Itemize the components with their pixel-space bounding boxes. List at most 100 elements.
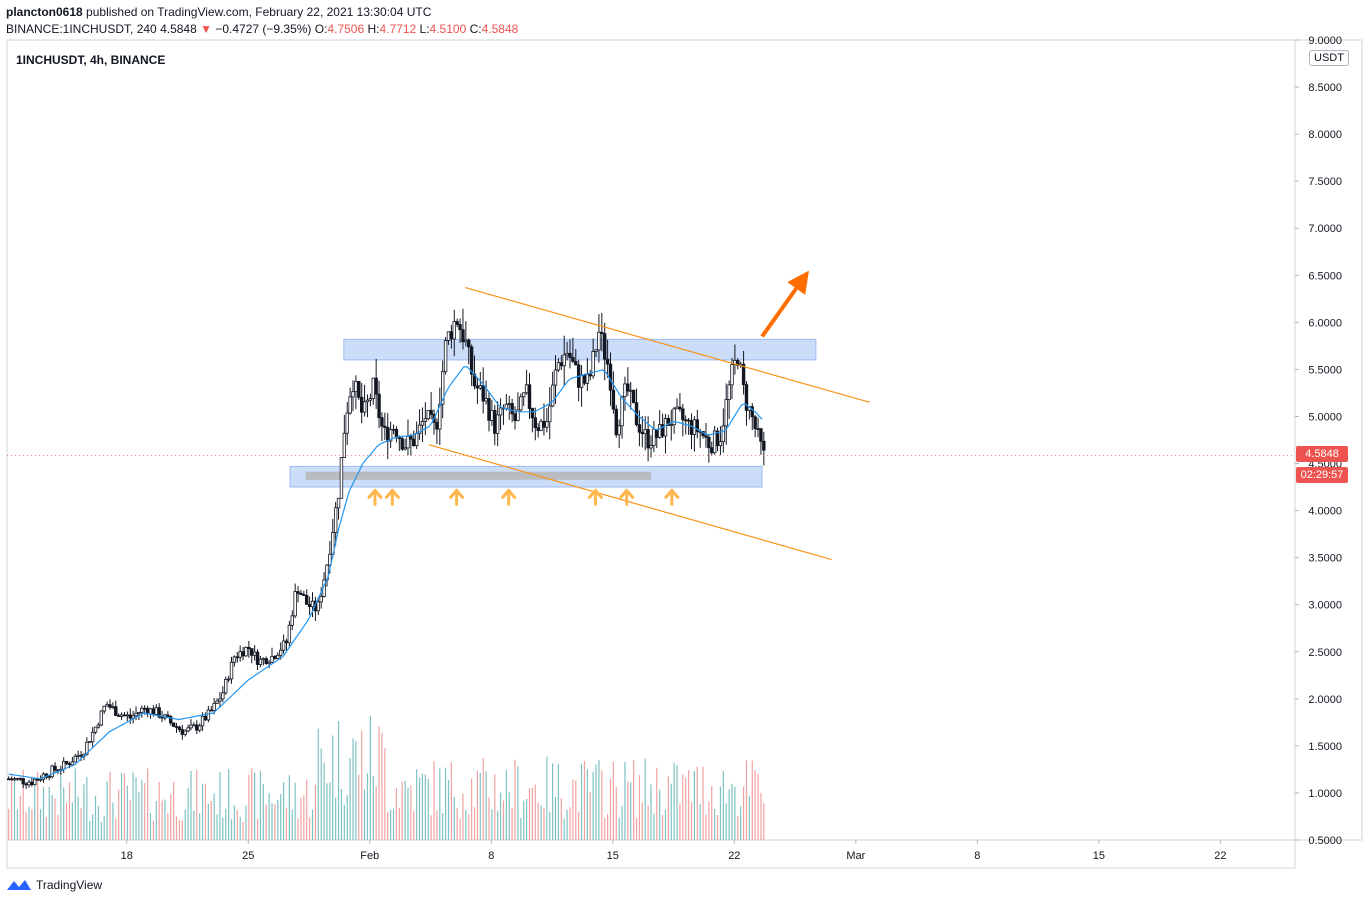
candle-body <box>238 651 242 658</box>
candle-body <box>359 396 364 413</box>
volume-bar <box>135 777 137 840</box>
volume-bar <box>245 805 247 840</box>
volume-bar <box>317 728 319 840</box>
candle-body <box>79 754 83 757</box>
open-label: O: <box>314 22 328 36</box>
volume-bar <box>323 762 325 840</box>
low-value: 4.5100 <box>429 22 467 36</box>
volume-bar <box>387 811 389 840</box>
candle-body <box>522 392 526 398</box>
volume-bar <box>404 781 406 840</box>
candle-body <box>362 401 367 413</box>
volume-bar <box>60 769 62 840</box>
volume-bar <box>659 789 661 840</box>
candle-body <box>669 424 673 427</box>
volume-bar <box>661 815 664 840</box>
currency-label[interactable]: USDT <box>1309 50 1349 66</box>
volume-bar <box>28 806 30 840</box>
volume-bar <box>155 800 157 840</box>
candle-body <box>614 408 618 436</box>
candle-body <box>530 408 535 419</box>
volume-bar <box>754 770 756 840</box>
candle-body <box>481 385 485 402</box>
y-tick-label: 5.5000 <box>1308 364 1342 376</box>
candle-body <box>47 776 51 778</box>
volume-bar <box>120 773 123 840</box>
volume-bar <box>615 786 617 840</box>
change-value: −0.4727 (−9.35%) <box>215 22 312 36</box>
volume-bar <box>311 809 314 840</box>
candle-body <box>498 407 503 416</box>
candle-body <box>565 352 569 356</box>
candle-body <box>394 428 399 438</box>
candle-body <box>371 377 375 399</box>
candle-body <box>281 640 286 651</box>
candle-body <box>35 778 40 781</box>
volume-bar <box>31 809 33 840</box>
footer-brand[interactable]: TradingView <box>6 878 102 892</box>
volume-bar <box>39 809 42 840</box>
candle-body <box>675 406 679 410</box>
candle-body <box>510 403 514 415</box>
candle-body <box>166 714 170 717</box>
candle-body <box>224 679 228 694</box>
candle-body <box>293 591 297 617</box>
volume-bar <box>346 795 348 840</box>
candle-body <box>310 600 315 608</box>
volume-bar <box>476 770 479 840</box>
volume-bar <box>358 774 360 840</box>
volume-bar <box>392 808 395 840</box>
volume-bar <box>13 779 16 840</box>
candle-body <box>588 374 592 377</box>
y-tick-label: 6.5000 <box>1308 270 1342 282</box>
y-tick-label: 7.0000 <box>1308 223 1342 235</box>
volume-bar <box>372 775 374 840</box>
volume-bar <box>540 805 542 840</box>
candle-body <box>183 730 187 735</box>
candle-body <box>189 724 193 729</box>
volume-bar <box>89 820 91 840</box>
volume-bar <box>488 797 490 840</box>
volume-bar <box>673 762 675 840</box>
volume-bar <box>505 769 507 840</box>
candle-body <box>643 429 647 435</box>
y-tick-label: 4.0000 <box>1308 506 1342 518</box>
volume-bar <box>433 761 435 840</box>
volume-bar <box>604 818 606 840</box>
volume-bar <box>607 814 609 840</box>
candle-body <box>631 389 636 404</box>
volume-bar <box>479 772 481 840</box>
candle-body <box>203 715 208 721</box>
candle-body <box>212 702 216 711</box>
down-triangle-icon: ▼ <box>200 22 212 36</box>
publisher-name[interactable]: plancton0618 <box>6 5 83 19</box>
candle-body <box>464 339 468 343</box>
candle-body <box>200 715 205 727</box>
candle-body <box>585 374 590 384</box>
candle-body <box>516 409 520 422</box>
x-tick-label: 8 <box>488 850 494 862</box>
volume-bar <box>745 760 748 840</box>
x-tick-label: 25 <box>242 850 254 862</box>
volume-bar <box>528 788 531 840</box>
volume-bar <box>280 794 282 840</box>
volume-bar <box>682 774 684 840</box>
x-tick-label: 18 <box>121 850 133 862</box>
candle-body <box>655 428 659 438</box>
volume-bar <box>618 817 620 840</box>
volume-bar <box>670 783 672 840</box>
candle-body <box>85 741 89 755</box>
bounce-arrow-icon <box>587 488 603 506</box>
volume-bar <box>497 810 499 840</box>
candle-body <box>27 781 31 786</box>
candle-body <box>718 441 723 447</box>
volume-bar <box>578 811 580 840</box>
symbol-interval[interactable]: BINANCE:1INCHUSDT, 240 <box>6 22 157 36</box>
candle-body <box>53 765 57 771</box>
volume-bar <box>300 797 302 840</box>
volume-bar <box>430 815 432 840</box>
volume-bar <box>499 792 502 840</box>
candle-body <box>681 408 685 421</box>
volume-bar <box>676 765 678 840</box>
